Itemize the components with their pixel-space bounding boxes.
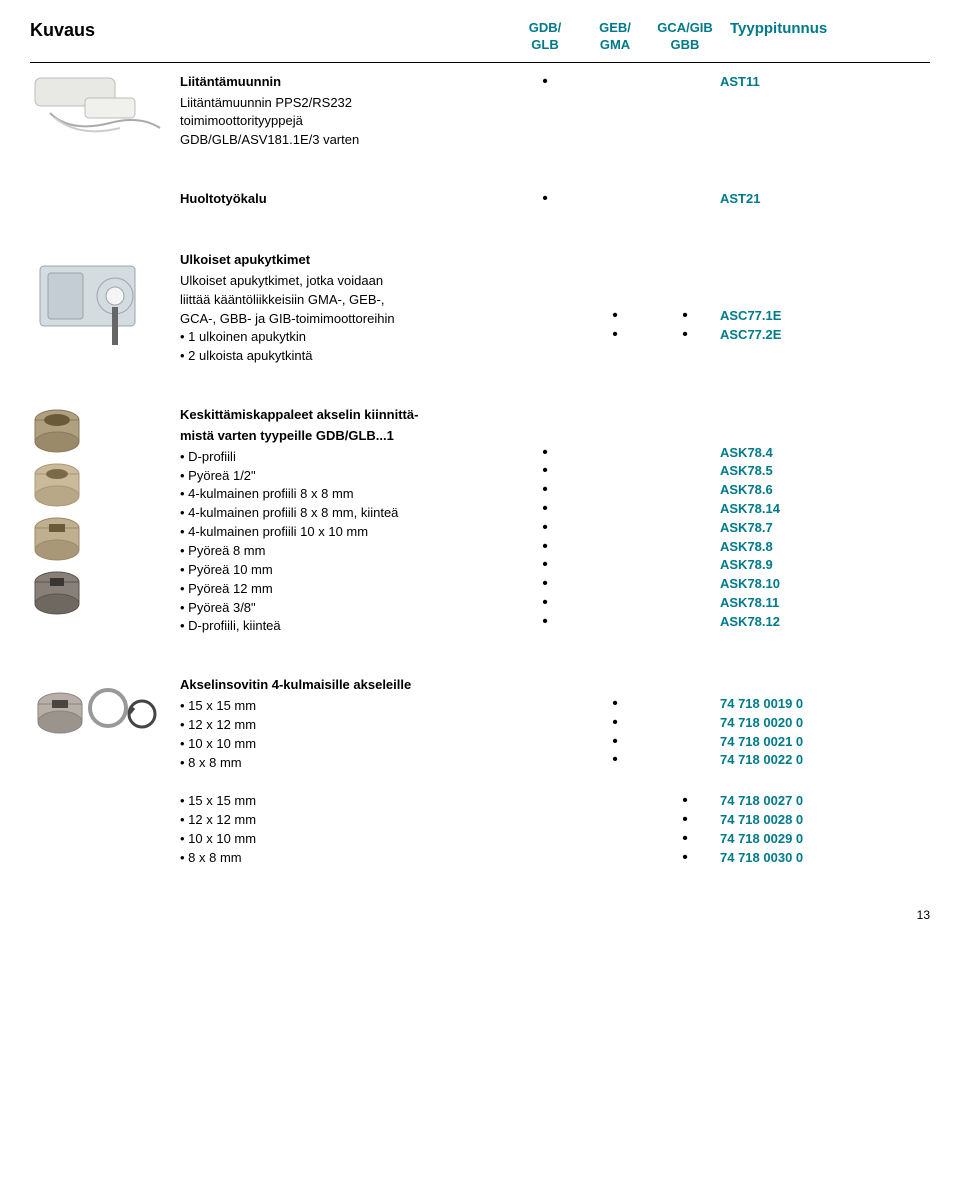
dot-col1: •••••••••• bbox=[510, 406, 580, 636]
header-col2: GEB/ GMA bbox=[580, 20, 650, 54]
dot-col2: •• bbox=[580, 251, 650, 366]
dot-col1 bbox=[510, 792, 580, 867]
title: Ulkoiset apukytkimet bbox=[180, 251, 510, 270]
codes: ASK78.4ASK78.5ASK78.6ASK78.14ASK78.7ASK7… bbox=[720, 406, 880, 636]
dots: •• •• bbox=[510, 251, 720, 366]
dot-col3: •••• bbox=[650, 792, 720, 867]
description: • 15 x 15 mm • 12 x 12 mm • 10 x 10 mm •… bbox=[180, 792, 510, 867]
dot-col2 bbox=[580, 406, 650, 636]
dots: •••••••••• bbox=[510, 406, 720, 636]
title: Liitäntämuunnin bbox=[180, 73, 510, 92]
row-ast21: Huoltotyökalu • AST21 bbox=[30, 190, 930, 211]
description: Liitäntämuunnin Liitäntämuunnin PPS2/RS2… bbox=[180, 73, 510, 150]
bushing-icon bbox=[30, 406, 85, 454]
header-col1: GDB/ GLB bbox=[510, 20, 580, 54]
codes: 74 718 0019 074 718 0020 074 718 0021 07… bbox=[720, 676, 880, 772]
description: Akselinsovitin 4-kulmaisille akseleille … bbox=[180, 676, 510, 772]
dot-col3 bbox=[650, 406, 720, 636]
row-74718a: Akselinsovitin 4-kulmaisille akseleille … bbox=[30, 676, 930, 772]
page-number: 13 bbox=[30, 908, 930, 922]
title: Keskittämiskappaleet akselin kiinnittä- bbox=[180, 406, 510, 425]
product-image bbox=[30, 251, 180, 366]
dots: •••• bbox=[510, 676, 720, 772]
codes: AST11 bbox=[720, 73, 880, 150]
header-kuvaus: Kuvaus bbox=[30, 20, 510, 41]
dot-col2 bbox=[580, 792, 650, 867]
dots: • bbox=[510, 73, 720, 150]
bushing-square-icon bbox=[30, 514, 85, 562]
table-header: Kuvaus GDB/ GLB GEB/ GMA GCA/GIB GBB Tyy… bbox=[30, 20, 930, 54]
product-image bbox=[30, 406, 180, 636]
title: Akselinsovitin 4-kulmaisille akseleille bbox=[180, 676, 510, 695]
row-74718b: • 15 x 15 mm • 12 x 12 mm • 10 x 10 mm •… bbox=[30, 792, 930, 867]
description: Huoltotyökalu bbox=[180, 190, 510, 211]
product-image bbox=[30, 73, 180, 150]
header-tyyppi: Tyyppitunnus bbox=[730, 20, 890, 37]
title: Huoltotyökalu bbox=[180, 190, 510, 209]
header-col3: GCA/GIB GBB bbox=[650, 20, 720, 54]
dot-col3: •• bbox=[650, 251, 720, 366]
row-ast11: Liitäntämuunnin Liitäntämuunnin PPS2/RS2… bbox=[30, 73, 930, 150]
product-image bbox=[30, 676, 180, 772]
adapter-kit-icon bbox=[30, 676, 160, 746]
dot-col1 bbox=[510, 676, 580, 772]
codes: AST21 bbox=[720, 190, 880, 211]
dots: •••• bbox=[510, 792, 720, 867]
adapter-cable-icon bbox=[30, 73, 170, 143]
actuator-icon bbox=[30, 251, 160, 351]
dot-col2: •••• bbox=[580, 676, 650, 772]
bushing-icon bbox=[30, 568, 85, 616]
dots: • bbox=[510, 190, 720, 211]
row-asc77: Ulkoiset apukytkimet Ulkoiset apukytkime… bbox=[30, 251, 930, 366]
divider bbox=[30, 62, 930, 63]
bushing-icon bbox=[30, 460, 85, 508]
dot-col1 bbox=[510, 251, 580, 366]
description: Keskittämiskappaleet akselin kiinnittä- … bbox=[180, 406, 510, 636]
row-ask78: Keskittämiskappaleet akselin kiinnittä- … bbox=[30, 406, 930, 636]
dot-col3 bbox=[650, 676, 720, 772]
codes: ASC77.1EASC77.2E bbox=[720, 251, 880, 366]
codes: 74 718 0027 074 718 0028 074 718 0029 07… bbox=[720, 792, 880, 867]
description: Ulkoiset apukytkimet Ulkoiset apukytkime… bbox=[180, 251, 510, 366]
